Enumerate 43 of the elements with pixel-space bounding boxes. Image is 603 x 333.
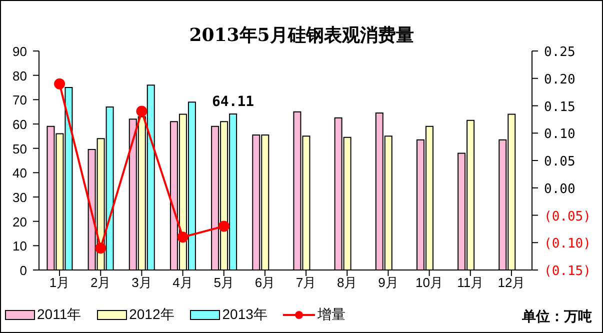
y-tick-label: 10: [12, 238, 27, 254]
y-tick-label: 0: [20, 263, 27, 278]
legend-label: 2012年: [128, 306, 174, 324]
y2-tick-label: 0.15: [544, 100, 576, 115]
y-tick-label: 90: [12, 44, 27, 59]
y2-tick-label: (0.10): [544, 236, 591, 252]
x-tick-label: 3月: [132, 275, 152, 290]
data-label: 64.11: [212, 94, 254, 110]
x-tick-label: 5月: [214, 275, 234, 290]
point: [54, 78, 66, 90]
y-tick-label: 60: [12, 117, 27, 132]
point: [177, 232, 188, 243]
y-tick-label: 40: [12, 166, 27, 181]
y-tick-label: 70: [12, 92, 27, 108]
x-tick-label: 7月: [296, 275, 316, 290]
y2-tick-label: 0.25: [544, 45, 576, 60]
y-tick-label: 50: [12, 141, 27, 156]
legend-label: 2011年: [36, 306, 82, 324]
y2-tick-label: (0.05): [544, 209, 591, 224]
x-tick-label: 12月: [498, 275, 526, 290]
x-tick-label: 6月: [254, 275, 276, 290]
x-tick-label: 2月: [90, 275, 111, 290]
point: [95, 242, 106, 254]
legend-label: 2013年: [221, 306, 268, 324]
point: [218, 220, 230, 232]
x-tick-label: 10月: [416, 275, 444, 290]
point: [136, 106, 148, 117]
x-tick-label: 9月: [378, 275, 398, 290]
y-tick-label: 20: [12, 214, 27, 230]
y-tick-label: 80: [12, 68, 27, 84]
text: 单位：万吨: [522, 308, 592, 326]
y-tick-label: 30: [12, 190, 27, 205]
y2-tick-label: 0.20: [544, 72, 576, 88]
x-tick-label: 1月: [49, 275, 70, 290]
x-tick-label: 11月: [457, 275, 484, 290]
y2-tick-label: 0.00: [544, 182, 576, 197]
x-tick-label: 8月: [337, 275, 358, 290]
x-tick-label: 4月: [172, 275, 193, 290]
y2-tick-label: 0.05: [544, 154, 576, 170]
y2-tick-label: (0.15): [544, 264, 591, 279]
legend-label: 增量: [316, 306, 346, 324]
y2-tick-label: 0.10: [544, 127, 576, 142]
chart-title: 2013年5月硅钢表观消费量: [189, 25, 414, 46]
